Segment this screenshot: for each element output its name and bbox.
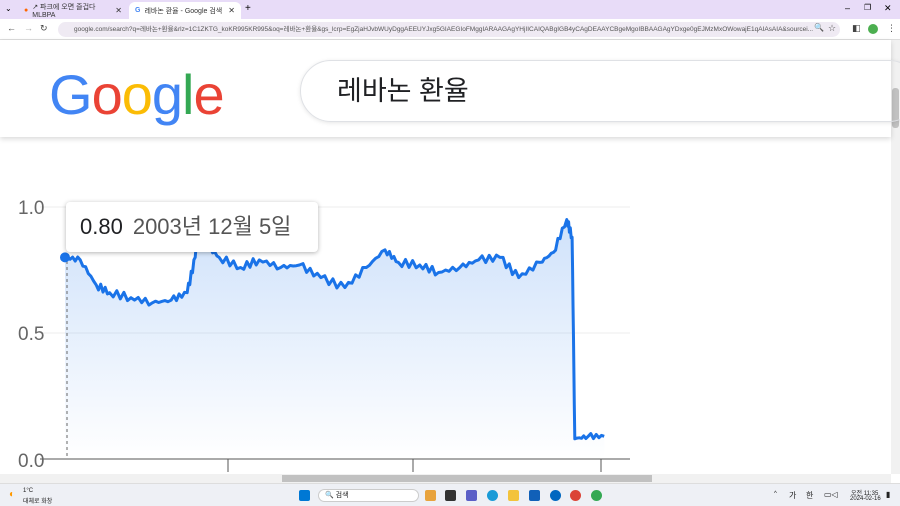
chrome-profile-icon[interactable] xyxy=(591,490,602,501)
weather-text: 대체로 화창 xyxy=(23,499,53,505)
menu-icon[interactable]: ⋮ xyxy=(887,23,896,33)
y-tick-label: 0.0 xyxy=(18,451,44,472)
tab-mlbpa[interactable]: ● ↗ 파크에 오면 즐겁다 MLBPA ✕ xyxy=(18,2,128,19)
favicon-icon: ● xyxy=(24,7,29,14)
store-icon[interactable] xyxy=(529,490,540,501)
url-field[interactable]: google.com/search?q=레바논+환율&rlz=1C1ZKTG_k… xyxy=(58,22,840,37)
tooltip-date: 2003년 12월 5일 xyxy=(132,214,292,239)
tray-chevron-icon[interactable]: ^ xyxy=(774,491,777,497)
file-explorer-icon[interactable] xyxy=(508,490,519,501)
tab-bar: ⌄ ● ↗ 파크에 오면 즐겁다 MLBPA ✕ G 레바논 환율 - Google … xyxy=(0,0,900,19)
notification-icon[interactable]: ▮ xyxy=(886,490,891,499)
edge-icon[interactable] xyxy=(487,490,498,501)
restore-icon[interactable]: ❐ xyxy=(864,3,872,12)
tab-label: 레바논 환율 - Google 검색 xyxy=(144,7,223,15)
task-view-icon[interactable] xyxy=(445,490,456,501)
taskbar: ◐ 1°C 대체로 화창 🔍 검색 ^ 가 한 ▭◁ 오전 11:35 2024… xyxy=(0,483,900,506)
forward-icon[interactable]: → xyxy=(24,23,33,33)
bookmark-star-icon[interactable]: ☆ xyxy=(828,23,837,33)
tab-google-search[interactable]: G 레바논 환율 - Google 검색 ✕ xyxy=(129,2,241,19)
tab-label: ↗ 파크에 오면 즐겁다 MLBPA xyxy=(32,4,96,19)
close-icon[interactable]: ✕ xyxy=(115,6,122,15)
profile-avatar[interactable] xyxy=(868,24,878,34)
reload-icon[interactable]: ↻ xyxy=(40,23,48,33)
weather-icon[interactable]: ◐ xyxy=(9,489,16,500)
clock-time[interactable]: 오전 11:35 xyxy=(851,491,879,497)
clock-date[interactable]: 2024-02-16 xyxy=(850,496,881,502)
y-tick-label: 0.5 xyxy=(18,324,44,345)
ime-mode[interactable]: 가 xyxy=(789,491,797,500)
exchange-rate-chart[interactable]: 1.0 0.5 0.0 xyxy=(0,137,891,474)
google-logo[interactable]: Google xyxy=(49,63,225,126)
copilot-icon[interactable] xyxy=(425,490,436,501)
new-tab-icon[interactable]: + xyxy=(245,3,251,14)
y-tick-label: 1.0 xyxy=(18,198,44,219)
hover-point xyxy=(60,252,70,263)
chart-series-line xyxy=(64,205,605,441)
chart-tooltip: 0.80 2003년 12월 5일 xyxy=(66,202,318,252)
close-icon[interactable]: ✕ xyxy=(228,6,235,15)
search-label: 검색 xyxy=(335,492,349,499)
start-icon[interactable] xyxy=(299,490,310,501)
taskbar-search[interactable]: 🔍 검색 xyxy=(318,489,419,502)
search-input[interactable]: 레바논 환율 xyxy=(300,60,900,122)
window-close-icon[interactable]: ✕ xyxy=(884,3,892,13)
chart-area-fill xyxy=(65,207,605,459)
tab-search-icon[interactable]: ⌄ xyxy=(5,4,12,13)
scroll-thumb[interactable] xyxy=(282,475,652,482)
back-icon[interactable]: ← xyxy=(7,23,16,33)
chrome-icon[interactable] xyxy=(570,490,581,501)
zoom-icon[interactable]: 🔍 xyxy=(814,23,824,32)
minimize-icon[interactable]: – xyxy=(845,3,851,13)
google-favicon-icon: G xyxy=(135,7,141,14)
search-header: Google 레바논 환율 xyxy=(0,40,900,137)
network-volume-icon[interactable]: ▭◁ xyxy=(824,490,838,499)
side-panel-icon[interactable]: ◧ xyxy=(852,23,861,33)
app-icon[interactable] xyxy=(550,490,561,501)
tooltip-value: 0.80 xyxy=(80,214,123,239)
ime-lang[interactable]: 한 xyxy=(806,491,814,500)
weather-temp: 1°C xyxy=(23,488,34,494)
address-bar-row: ← → ↻ google.com/search?q=레바논+환율&rlz=1C1… xyxy=(0,19,900,40)
horizontal-scrollbar[interactable] xyxy=(0,474,891,483)
teams-icon[interactable] xyxy=(466,490,477,501)
